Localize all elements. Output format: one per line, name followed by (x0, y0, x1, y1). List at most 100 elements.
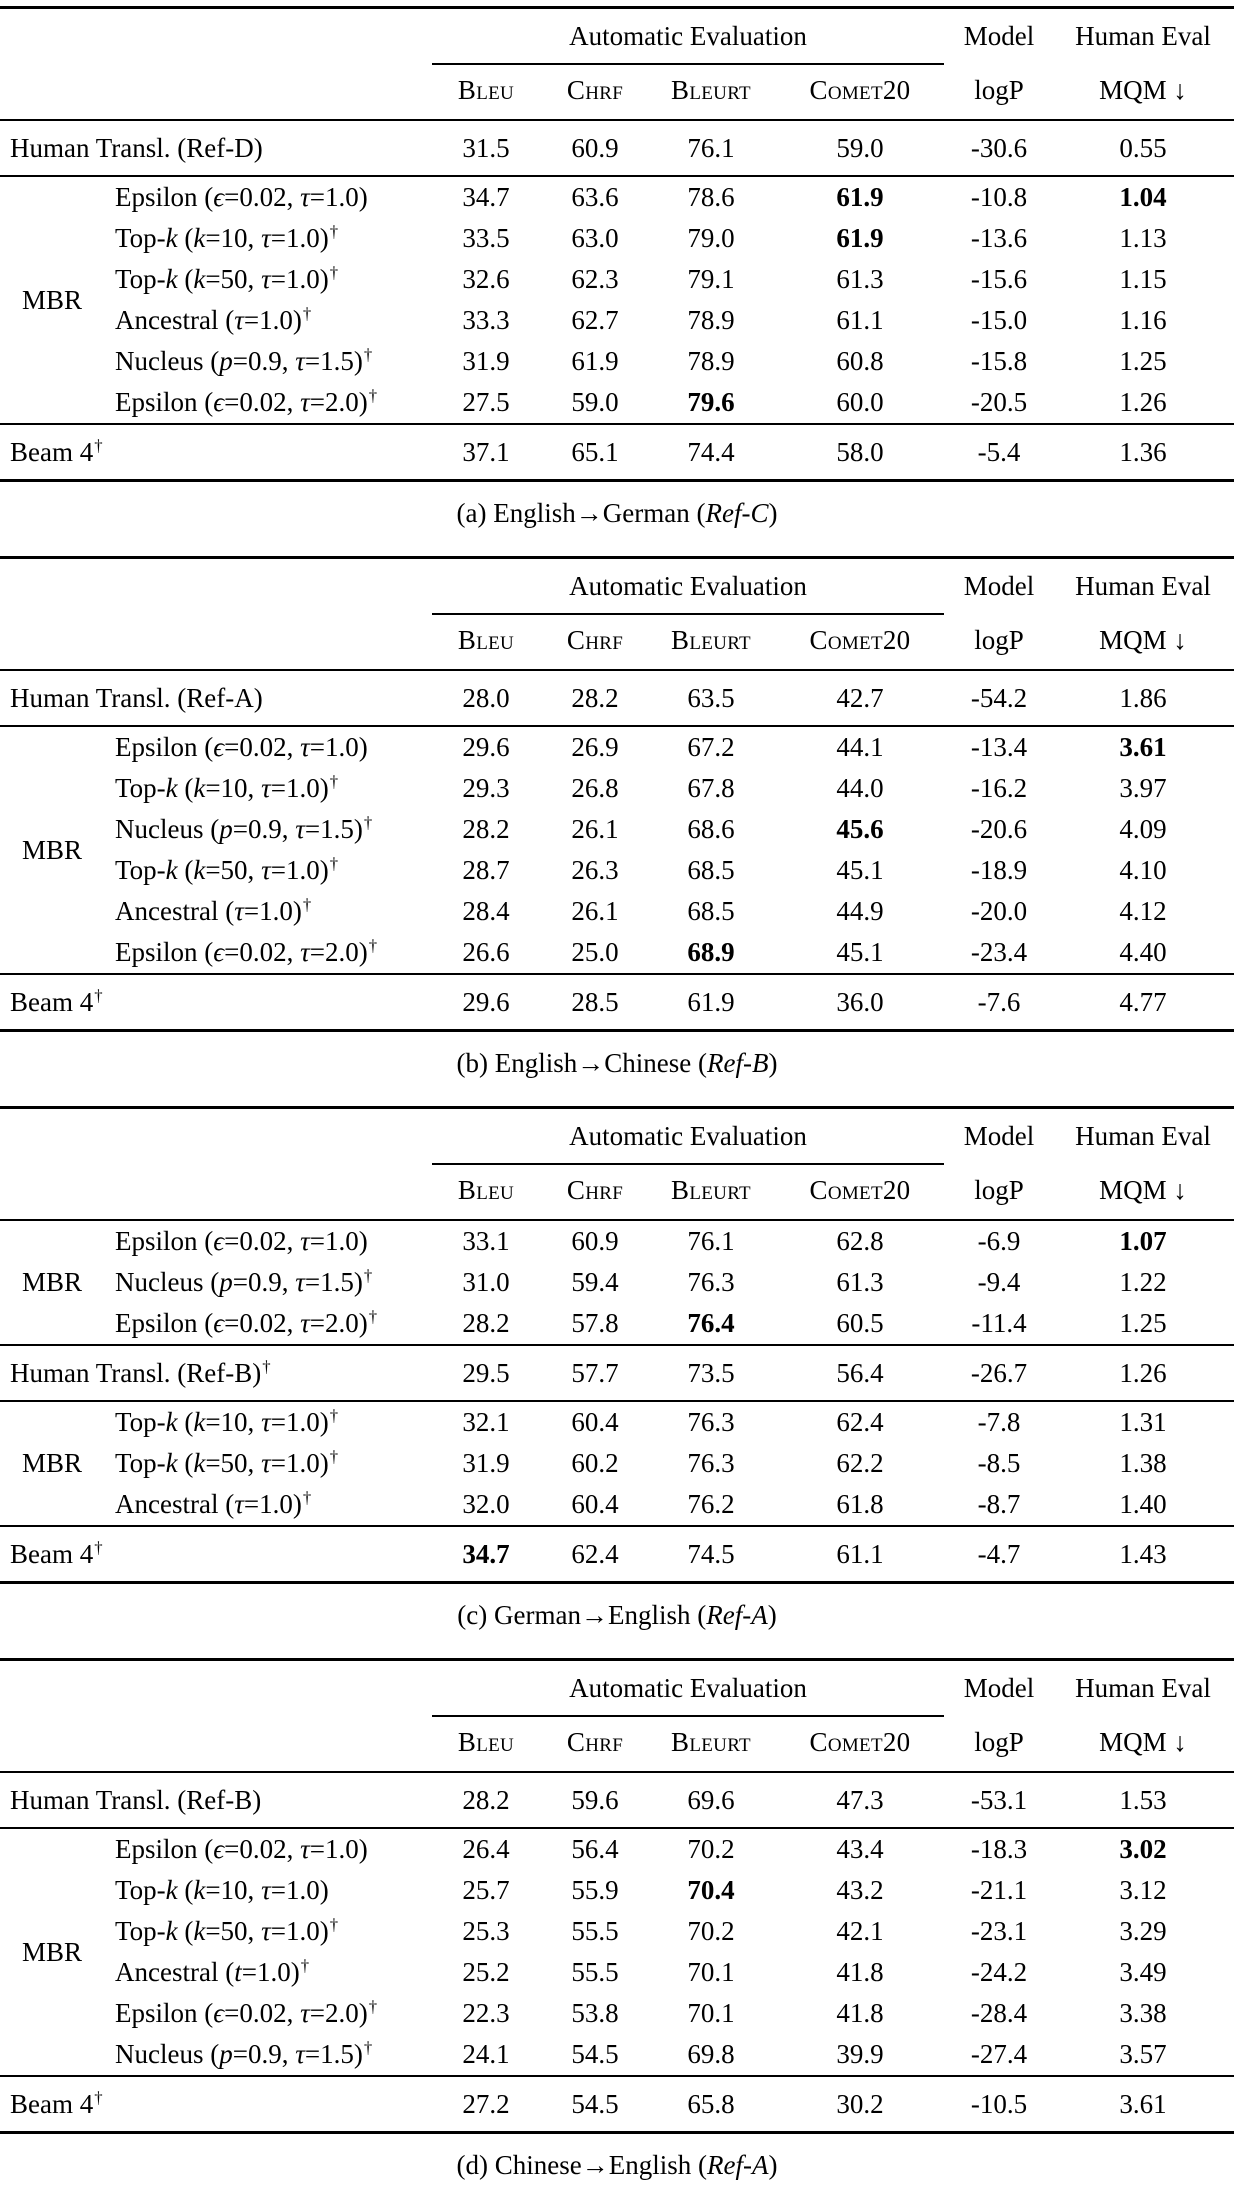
table-english-german: Automatic Evaluation Model Human Eval Bl… (0, 6, 1234, 483)
cell-bleu: 27.5 (462, 387, 510, 418)
header-group-row: Automatic Evaluation Model Human Eval (0, 1660, 1234, 1718)
method-label: Epsilon (ϵ=0.02, τ=1.0) (95, 1219, 430, 1263)
cell-bleu: 25.2 (462, 1957, 510, 1988)
results-table-c: Automatic Evaluation Model Human Eval Bl… (0, 1106, 1234, 1631)
results-table-b: Automatic Evaluation Model Human Eval Bl… (0, 556, 1234, 1079)
cell-logp: -20.0 (970, 896, 1028, 927)
table-caption-a: (a) English→German (Ref-C) (0, 498, 1234, 529)
cell-bleu: 24.1 (462, 2039, 510, 2070)
cell-comet20: 61.3 (836, 1267, 884, 1298)
cell-bleurt: 76.3 (648, 1400, 774, 1444)
cell-chrf: 62.7 (571, 305, 619, 336)
table-row: Top-k (k=10, τ=1.0) 25.7 55.9 70.4 43.2 -21.1… (0, 1870, 1234, 1911)
auto-eval-label: Automatic Evaluation (432, 1673, 944, 1718)
table-row: Beam 4† 27.2 54.5 65.8 30.2 -10.5 3.61 (0, 2075, 1234, 2133)
col-header-mqm: MQM ↓ (1052, 615, 1234, 672)
table-row: Epsilon (ϵ=0.02, τ=2.0)† 27.5 59.0 79.6 60.0… (0, 382, 1234, 424)
cell-bleurt: 76.3 (687, 1448, 735, 1479)
header-spacer (0, 1108, 430, 1166)
cell-logp: -8.5 (977, 1448, 1021, 1479)
col-header-bleu: Bleu (430, 1717, 542, 1774)
method-label: Top-k (k=50, τ=1.0)† (115, 263, 339, 295)
caption-ref: Ref-C (705, 498, 769, 529)
row-group-label: MBR (0, 1219, 95, 1346)
cell-logp: -54.2 (946, 669, 1052, 727)
cell-bleu: 26.4 (430, 1827, 542, 1871)
table-row: Beam 4† 29.6 28.5 61.9 36.0 -7.6 4.77 (0, 973, 1234, 1031)
cell-bleurt: 78.6 (648, 175, 774, 219)
cell-chrf: 62.4 (542, 1525, 648, 1583)
human-eval-group-header: Human Eval (1075, 1121, 1211, 1152)
cell-comet20: 45.1 (836, 937, 884, 968)
auto-eval-group-header: Automatic Evaluation (430, 558, 946, 616)
table-row: Nucleus (p=0.9, τ=1.5)† 31.0 59.4 76.3 61.3 -… (0, 1262, 1234, 1303)
header-metric-row: Bleu Chrf Bleurt Comet20 logP MQM ↓ (0, 1165, 1234, 1222)
cell-bleu: 22.3 (462, 1998, 510, 2029)
cell-bleu: 31.0 (462, 1267, 510, 1298)
auto-eval-label: Automatic Evaluation (432, 21, 944, 66)
method-label: Top-k (k=10, τ=1.0)† (115, 772, 339, 804)
cell-comet20: 61.8 (836, 1489, 884, 1520)
model-group-header: Model (963, 1673, 1035, 1704)
table-row: Epsilon (ϵ=0.02, τ=2.0)† 28.2 57.8 76.4 60.5… (0, 1303, 1234, 1345)
cell-bleu: 28.4 (462, 896, 510, 927)
caption-close: ) (768, 1048, 778, 1079)
cell-chrf: 62.3 (571, 264, 619, 295)
row-group-label: MBR (0, 1400, 95, 1527)
human-eval-group-header: Human Eval (1075, 21, 1211, 51)
cell-mqm: 1.26 (1119, 387, 1167, 418)
cell-comet20: 36.0 (774, 973, 946, 1031)
cell-chrf: 26.1 (571, 896, 619, 927)
header-group-row: Automatic Evaluation Model Human Eval (0, 1108, 1234, 1166)
table-row: MBR Epsilon (ϵ=0.02, τ=1.0) 29.6 26.9 67.2 44… (0, 725, 1234, 975)
cell-mqm: 1.16 (1119, 305, 1167, 336)
cell-logp: -7.6 (946, 973, 1052, 1031)
col-header-mqm: MQM ↓ (1052, 1717, 1234, 1774)
cell-chrf: 26.8 (571, 773, 619, 804)
col-header-logp: logP (946, 615, 1052, 672)
cell-logp: -10.5 (946, 2075, 1052, 2133)
col-header-logp: logP (946, 1165, 1052, 1222)
table-row: Top-k (k=50, τ=1.0)† 28.7 26.3 68.5 45.1 -18.… (0, 850, 1234, 891)
table-row: Top-k (k=50, τ=1.0)† 25.3 55.5 70.2 42.1 -23.… (0, 1911, 1234, 1952)
cell-mqm: 1.07 (1052, 1219, 1234, 1263)
cell-mqm: 1.26 (1052, 1344, 1234, 1402)
caption-ref: Ref-B (707, 1048, 769, 1079)
cell-comet20: 42.1 (836, 1916, 884, 1947)
cell-comet20: 59.0 (774, 119, 946, 177)
cell-comet20: 44.1 (774, 725, 946, 769)
table-row: MBR Epsilon (ϵ=0.02, τ=1.0) 26.4 56.4 70.2 43… (0, 1827, 1234, 2077)
cell-bleurt: 70.1 (687, 1998, 735, 2029)
cell-logp: -15.8 (970, 346, 1028, 377)
header-spacer (0, 8, 430, 66)
col-header-bleurt: Bleurt (648, 1717, 774, 1774)
caption-text: (a) English→German ( (456, 498, 706, 529)
cell-bleu: 31.9 (462, 1448, 510, 1479)
auto-eval-label: Automatic Evaluation (432, 571, 944, 616)
row-label: Human Transl. (Ref-B)† (0, 1344, 430, 1402)
cell-chrf: 63.0 (571, 223, 619, 254)
method-label: Epsilon (ϵ=0.02, τ=2.0)† (115, 1997, 378, 2029)
col-header-comet20: Comet20 (774, 615, 946, 672)
method-label: Epsilon (ϵ=0.02, τ=2.0)† (115, 936, 378, 968)
col-header-comet20: Comet20 (774, 65, 946, 122)
header-spacer (0, 65, 430, 122)
cell-bleurt: 79.0 (687, 223, 735, 254)
cell-mqm: 3.49 (1119, 1957, 1167, 1988)
header-spacer (0, 558, 430, 616)
cell-comet20: 43.4 (774, 1827, 946, 1871)
model-group-header: Model (963, 21, 1035, 51)
cell-chrf: 61.9 (571, 346, 619, 377)
cell-logp: -13.6 (970, 223, 1028, 254)
cell-comet20: 42.7 (774, 669, 946, 727)
method-label: Ancestral (t=1.0)† (115, 1956, 310, 1988)
cell-mqm: 3.02 (1052, 1827, 1234, 1871)
cell-bleurt: 70.4 (687, 1875, 735, 1906)
cell-bleu: 29.5 (430, 1344, 542, 1402)
cell-bleurt: 76.1 (648, 119, 774, 177)
method-label: Top-k (k=10, τ=1.0)† (115, 222, 339, 254)
cell-comet20: 62.2 (836, 1448, 884, 1479)
col-header-comet20: Comet20 (774, 1717, 946, 1774)
table-row: Human Transl. (Ref-D) 31.5 60.9 76.1 59.0 -30… (0, 119, 1234, 177)
cell-bleu: 29.6 (430, 725, 542, 769)
